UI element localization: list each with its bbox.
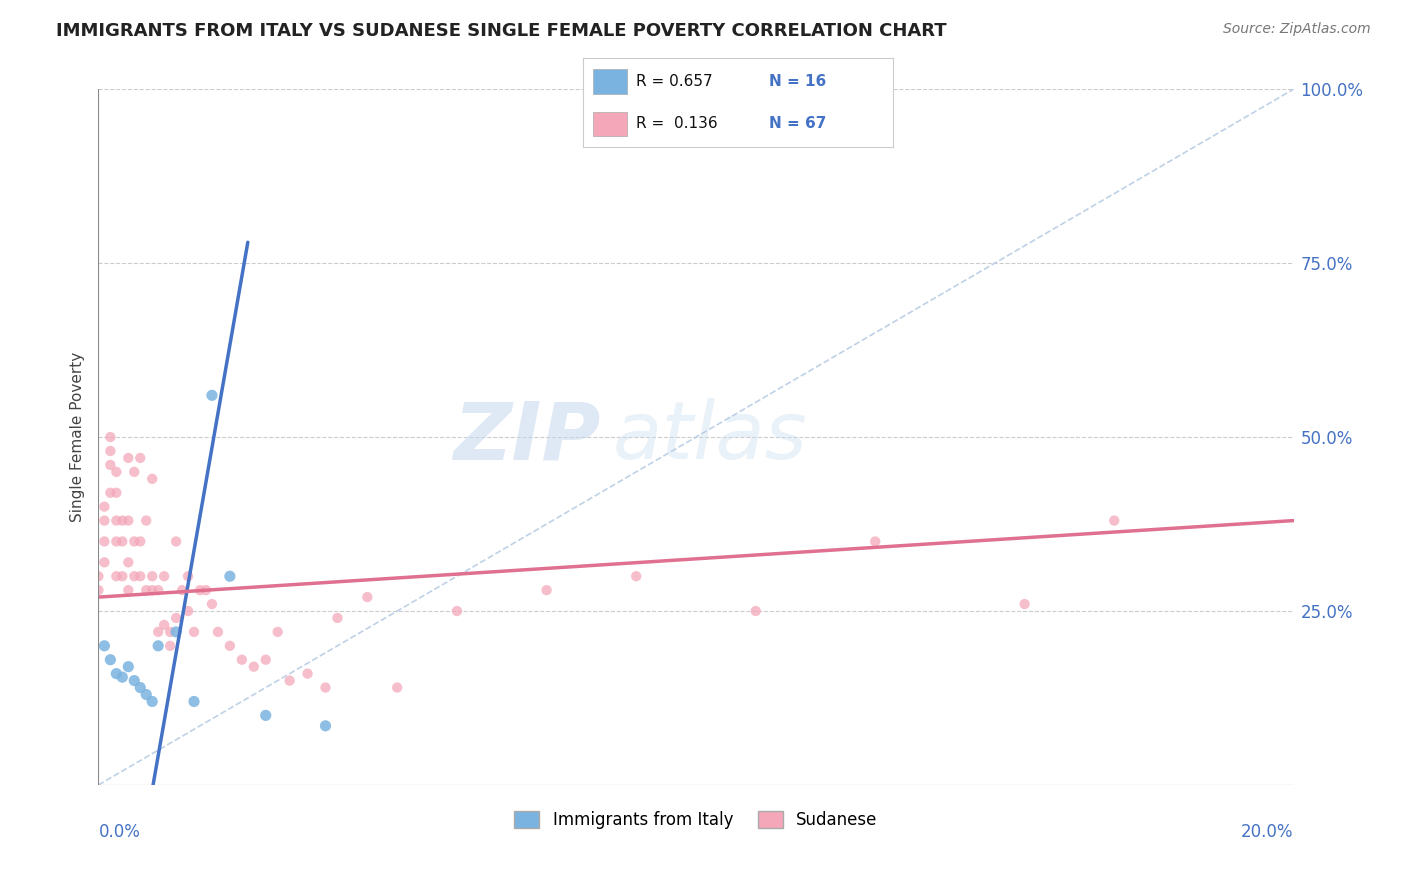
Point	[326, 611, 349, 625]
Point	[98, 458, 122, 472]
Point	[315, 681, 337, 695]
Text: 20.0%: 20.0%	[1241, 823, 1294, 841]
Point	[129, 450, 152, 465]
Point	[183, 694, 205, 708]
Point	[141, 694, 163, 708]
Point	[129, 534, 152, 549]
Point	[315, 719, 337, 733]
Point	[177, 569, 200, 583]
Point	[124, 673, 146, 688]
Point	[93, 534, 115, 549]
Point	[117, 659, 139, 673]
Point	[124, 534, 146, 549]
Point	[98, 653, 122, 667]
Point	[141, 583, 163, 598]
Point	[111, 670, 134, 684]
Point	[135, 583, 157, 598]
Point	[254, 653, 277, 667]
Point	[105, 485, 128, 500]
Point	[153, 569, 176, 583]
Point	[129, 681, 152, 695]
Point	[117, 450, 139, 465]
Text: atlas: atlas	[613, 398, 807, 476]
Point	[254, 708, 277, 723]
Point	[98, 444, 122, 458]
Point	[148, 583, 170, 598]
Text: IMMIGRANTS FROM ITALY VS SUDANESE SINGLE FEMALE POVERTY CORRELATION CHART: IMMIGRANTS FROM ITALY VS SUDANESE SINGLE…	[56, 22, 946, 40]
Point	[267, 624, 290, 639]
Text: R =  0.136: R = 0.136	[636, 117, 717, 131]
Point	[219, 569, 242, 583]
Point	[356, 590, 378, 604]
Point	[159, 624, 181, 639]
Point	[159, 639, 181, 653]
Point	[105, 514, 128, 528]
Point	[105, 534, 128, 549]
Text: 0.0%: 0.0%	[98, 823, 141, 841]
Point	[201, 388, 224, 402]
Point	[129, 569, 152, 583]
Point	[93, 514, 115, 528]
Point	[165, 624, 187, 639]
Point	[105, 569, 128, 583]
Text: R = 0.657: R = 0.657	[636, 74, 713, 88]
Text: N = 16: N = 16	[769, 74, 827, 88]
Point	[117, 583, 139, 598]
Point	[93, 639, 115, 653]
Point	[865, 534, 887, 549]
Point	[135, 688, 157, 702]
Point	[183, 624, 205, 639]
Point	[177, 604, 200, 618]
Point	[93, 500, 115, 514]
Y-axis label: Single Female Poverty: Single Female Poverty	[69, 352, 84, 522]
Legend: Immigrants from Italy, Sudanese: Immigrants from Italy, Sudanese	[508, 805, 884, 836]
Point	[297, 666, 319, 681]
Text: ZIP: ZIP	[453, 398, 600, 476]
Point	[124, 465, 146, 479]
Point	[745, 604, 768, 618]
Point	[195, 583, 218, 598]
Point	[219, 639, 242, 653]
Point	[105, 465, 128, 479]
Point	[135, 514, 157, 528]
Point	[165, 534, 187, 549]
Point	[87, 583, 110, 598]
Point	[111, 514, 134, 528]
Point	[201, 597, 224, 611]
Text: N = 67: N = 67	[769, 117, 827, 131]
Point	[231, 653, 253, 667]
Point	[124, 569, 146, 583]
Bar	[593, 112, 627, 136]
Point	[148, 639, 170, 653]
Point	[148, 624, 170, 639]
Point	[93, 555, 115, 569]
Point	[141, 569, 163, 583]
Point	[111, 569, 134, 583]
Point	[243, 659, 266, 673]
Point	[207, 624, 229, 639]
Point	[446, 604, 468, 618]
Point	[105, 666, 128, 681]
Point	[165, 611, 187, 625]
Point	[385, 681, 409, 695]
Point	[117, 514, 139, 528]
Point	[1104, 514, 1126, 528]
Point	[98, 430, 122, 444]
Point	[278, 673, 301, 688]
Point	[153, 618, 176, 632]
Point	[87, 569, 110, 583]
Bar	[593, 69, 627, 94]
Point	[117, 555, 139, 569]
Point	[188, 583, 211, 598]
Point	[536, 583, 558, 598]
Point	[111, 534, 134, 549]
Point	[172, 583, 194, 598]
Point	[98, 485, 122, 500]
Point	[626, 569, 648, 583]
Point	[141, 472, 163, 486]
Point	[1014, 597, 1036, 611]
Text: Source: ZipAtlas.com: Source: ZipAtlas.com	[1223, 22, 1371, 37]
